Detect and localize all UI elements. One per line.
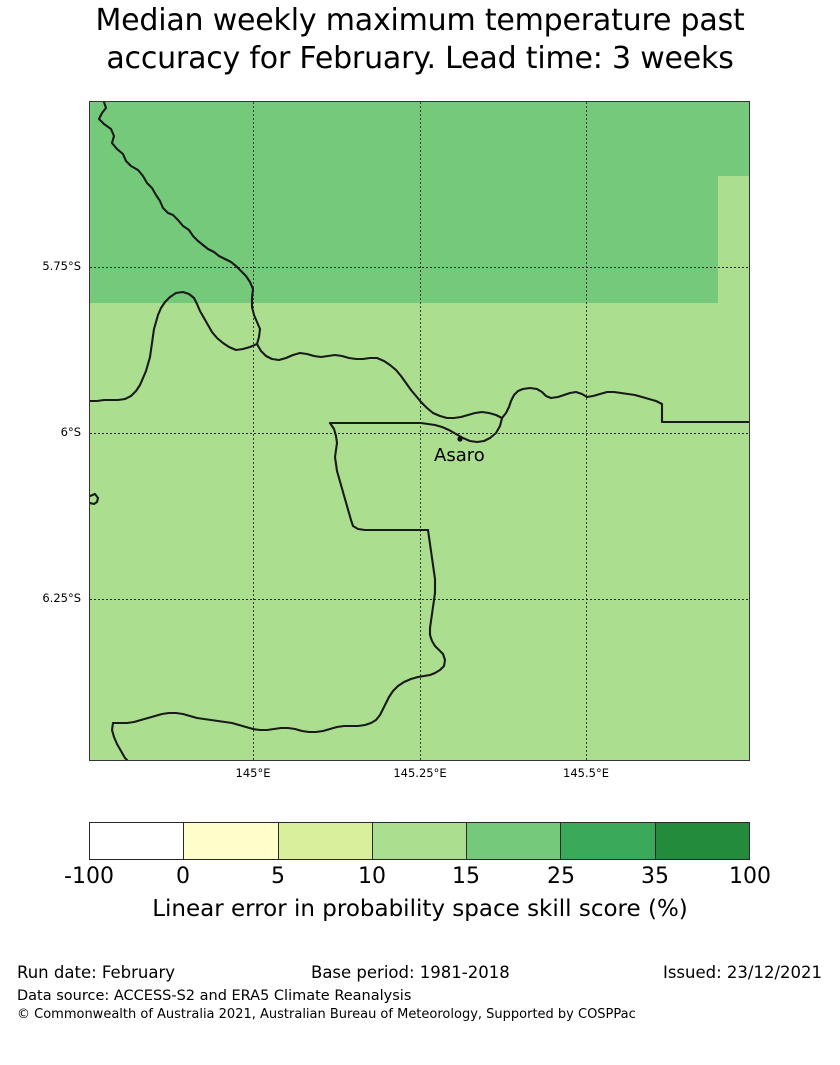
- colorbar-tick-0: 0: [176, 864, 190, 889]
- colorbar-segment-2: [277, 823, 372, 859]
- footer-issued-date: Issued: 23/12/2021: [662, 963, 822, 982]
- colorbar-gradient-strip: [89, 822, 750, 860]
- colorbar-tick-10: 10: [358, 864, 386, 889]
- x-axis-tick-145-25E: 145.25°E: [393, 766, 447, 780]
- colorbar-tick--100: -100: [64, 864, 114, 889]
- colorbar-segment-5: [560, 823, 655, 859]
- colorbar: [89, 822, 750, 860]
- asaro-place-label: Asaro: [434, 445, 485, 466]
- boundary-south-spine: [416, 528, 447, 679]
- y-axis-tick-5-75S: 5.75°S: [42, 259, 81, 273]
- asaro-marker-dot[interactable]: [457, 436, 463, 442]
- colorbar-segment-0: [90, 823, 184, 859]
- page-title-line-2: accuracy for February. Lead time: 3 week…: [106, 41, 734, 76]
- x-axis-tick-145-5E: 145.5°E: [563, 766, 609, 780]
- colorbar-tick-35: 35: [641, 864, 669, 889]
- boundary-southern-foothills: [111, 675, 420, 734]
- boundary-north-central: [255, 342, 504, 420]
- page-title-line-1: Median weekly maximum temperature past: [95, 3, 745, 38]
- colorbar-tick-5: 5: [271, 864, 285, 889]
- footer-metadata-row: Run date: February Base period: 1981-201…: [0, 962, 840, 984]
- boundary-southwest-descent: [110, 721, 129, 760]
- footer-data-source: Data source: ACCESS-S2 and ERA5 Climate …: [17, 988, 412, 1004]
- boundary-northwest-ridge: [97, 102, 262, 346]
- boundary-east-descending: [328, 416, 504, 444]
- colorbar-segment-6: [654, 823, 749, 859]
- footer-run-date: Run date: February: [17, 963, 176, 982]
- x-axis-tick-145E: 145°E: [235, 766, 271, 780]
- heat-cell-dark-green-corner: [718, 102, 749, 176]
- page-title: Median weekly maximum temperature past a…: [0, 0, 840, 78]
- colorbar-segment-3: [371, 823, 467, 859]
- y-axis-tick-6S: 6°S: [60, 425, 81, 439]
- map-svg: [90, 102, 749, 760]
- colorbar-tick-100: 100: [729, 864, 771, 889]
- map-plot-area[interactable]: Asaro: [89, 101, 750, 761]
- colorbar-axis-label: Linear error in probability space skill …: [152, 896, 688, 922]
- colorbar-segment-4: [466, 823, 561, 859]
- boundary-central-valley: [328, 421, 430, 532]
- boundary-east-plateau: [585, 390, 749, 424]
- colorbar-segment-1: [183, 823, 278, 859]
- footer-copyright: © Commonwealth of Australia 2021, Austra…: [17, 1007, 636, 1022]
- boundary-northeast-upper: [500, 386, 589, 420]
- boundary-west-lobe: [90, 290, 259, 403]
- y-axis-tick-6-25S: 6.25°S: [42, 591, 81, 605]
- footer-base-period: Base period: 1981-2018: [311, 963, 510, 982]
- colorbar-tick-15: 15: [452, 864, 480, 889]
- colorbar-tick-25: 25: [547, 864, 575, 889]
- heat-cell-dark-green-upper: [90, 102, 718, 303]
- boundary-west-fragment: [90, 492, 100, 506]
- province-boundary-lines: [90, 102, 749, 760]
